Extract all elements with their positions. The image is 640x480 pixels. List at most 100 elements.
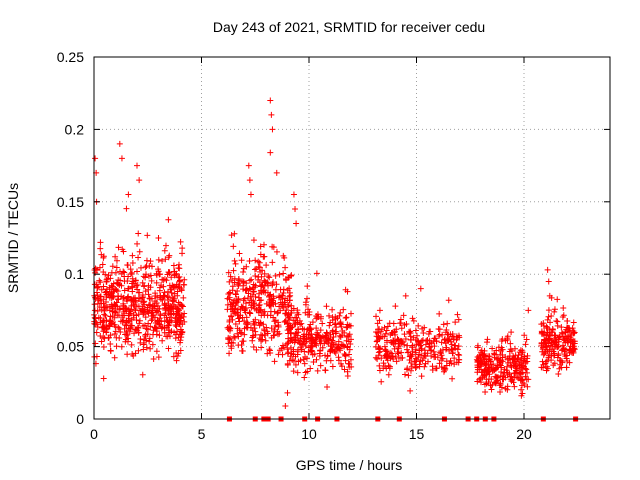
- data-point: [116, 306, 123, 313]
- data-point: [281, 299, 288, 306]
- data-point: [301, 360, 308, 367]
- data-point: [485, 379, 492, 386]
- data-point: [124, 278, 131, 285]
- data-point: [479, 351, 486, 358]
- data-point: [398, 325, 405, 332]
- data-point: [115, 324, 122, 331]
- data-point: [560, 304, 567, 311]
- data-point: [175, 334, 182, 341]
- data-point: [449, 375, 456, 382]
- data-point: [175, 265, 182, 272]
- data-point: [545, 313, 552, 320]
- data-point: [140, 309, 147, 316]
- data-point: [497, 380, 504, 387]
- data-point: [282, 310, 289, 317]
- data-point: [225, 340, 232, 347]
- data-point: [339, 328, 346, 335]
- data-point: [274, 310, 281, 317]
- data-point: [449, 349, 456, 356]
- data-point: [109, 308, 116, 315]
- data-point: [398, 349, 405, 356]
- data-point: [454, 311, 461, 318]
- data-point: [416, 347, 423, 354]
- data-point: [93, 266, 100, 273]
- data-point: [520, 380, 527, 387]
- data-point: [123, 205, 130, 212]
- data-point: [232, 334, 239, 341]
- data-point: [122, 338, 129, 345]
- data-point: [119, 314, 126, 321]
- data-point: [431, 343, 438, 350]
- data-point: [327, 348, 334, 355]
- data-point: [174, 352, 181, 359]
- data-point: [484, 336, 491, 343]
- data-point: [304, 283, 311, 290]
- data-point: [152, 314, 159, 321]
- data-point: [285, 330, 292, 337]
- data-point: [401, 371, 408, 378]
- data-point: [160, 283, 167, 290]
- data-point: [520, 358, 527, 365]
- data-point: [98, 251, 105, 258]
- data-point: [242, 300, 249, 307]
- data-point: [227, 325, 234, 332]
- data-point: [561, 351, 568, 358]
- data-point: [108, 295, 115, 302]
- data-point: [504, 336, 511, 343]
- data-point: [179, 245, 186, 252]
- data-point: [101, 311, 108, 318]
- data-point: [124, 295, 131, 302]
- data-point: [399, 339, 406, 346]
- data-point: [247, 310, 254, 317]
- data-point: [291, 321, 298, 328]
- data-point: [540, 322, 547, 329]
- data-point: [344, 321, 351, 328]
- data-point: [415, 322, 422, 329]
- data-point: [375, 352, 382, 359]
- data-point: [344, 343, 351, 350]
- data-point: [284, 389, 291, 396]
- data-point: [381, 324, 388, 331]
- data-point: [142, 288, 149, 295]
- data-point: [121, 269, 128, 276]
- data-point: [541, 350, 548, 357]
- data-point: [248, 276, 255, 283]
- data-point: [104, 275, 111, 282]
- data-point: [136, 177, 143, 184]
- x-tick-label: 20: [516, 426, 532, 442]
- y-tick-label: 0.15: [57, 194, 84, 210]
- data-point: [118, 343, 125, 350]
- data-point: [382, 330, 389, 337]
- data-point: [409, 348, 416, 355]
- data-point: [284, 361, 291, 368]
- data-point: [99, 319, 106, 326]
- data-point: [448, 341, 455, 348]
- data-point: [95, 283, 102, 290]
- data-point: [252, 257, 259, 264]
- data-point: [424, 358, 431, 365]
- data-point: [103, 294, 110, 301]
- data-point: [276, 347, 283, 354]
- data-point: [346, 364, 353, 371]
- data-point: [267, 350, 274, 357]
- data-point: [113, 257, 120, 264]
- data-point: [376, 345, 383, 352]
- data-point: [292, 361, 299, 368]
- data-point: [239, 338, 246, 345]
- data-point: [424, 337, 431, 344]
- data-point: [170, 283, 177, 290]
- data-point: [307, 365, 314, 372]
- data-point: [171, 290, 178, 297]
- data-point: [427, 347, 434, 354]
- data-point: [235, 295, 242, 302]
- data-point: [113, 343, 120, 350]
- x-axis-label: GPS time / hours: [296, 457, 403, 473]
- data-point: [174, 328, 181, 335]
- data-point: [91, 307, 98, 314]
- data-point: [407, 329, 414, 336]
- data-point: [259, 281, 266, 288]
- data-point: [508, 329, 515, 336]
- data-point: [105, 272, 112, 279]
- data-point: [403, 366, 410, 373]
- data-point: [545, 307, 552, 314]
